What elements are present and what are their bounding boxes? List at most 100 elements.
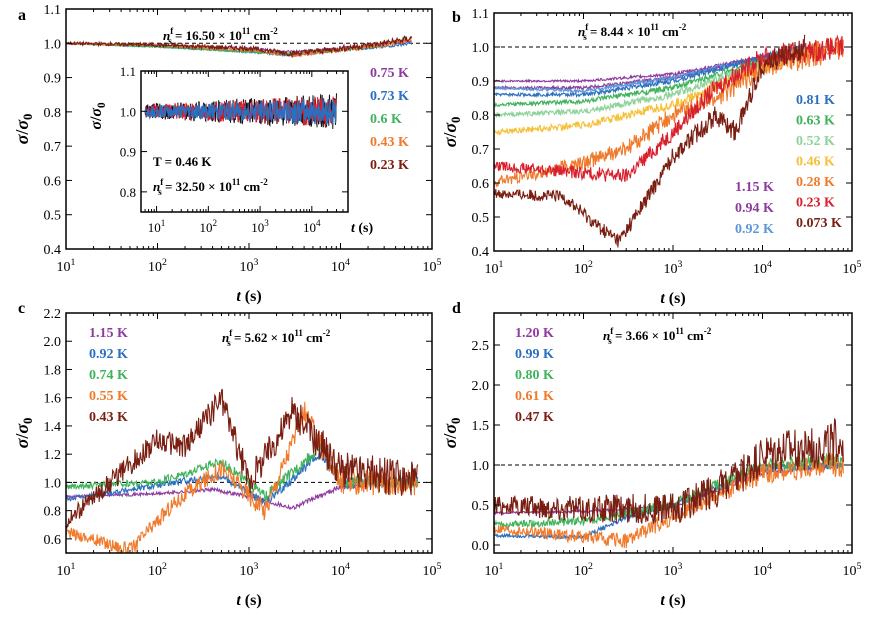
y-axis-label: σ/σ0 [440, 418, 463, 449]
y-tick-label: 1.0 [472, 459, 490, 474]
panel-label: a [18, 7, 26, 24]
legend-item: 0.46 K [796, 155, 835, 170]
x-tick-label: 101 [485, 259, 504, 277]
legend-item: 0.99 K [515, 347, 554, 362]
y-tick-label: 0.8 [472, 109, 490, 124]
y-tick-label: 0.8 [44, 505, 62, 520]
x-axis-label: t (s) [660, 592, 685, 609]
y-tick-label: 1.6 [44, 392, 62, 407]
legend-item: 1.20 K [515, 326, 554, 341]
legend-item: 0.43 K [370, 135, 409, 150]
series-line-0.23-K [66, 35, 413, 59]
y-tick-label: 2.5 [472, 339, 490, 354]
y-tick-label: 0.5 [472, 211, 490, 226]
x-tick-label: 103 [664, 561, 683, 579]
x-tick-label: 103 [240, 257, 259, 275]
legend-item: 0.23 K [370, 158, 409, 173]
y-tick-label: 0.7 [44, 140, 62, 155]
x-tick-label: 104 [753, 561, 772, 579]
legend-item: 0.94 K [735, 201, 774, 216]
y-axis-label: σ/σ0 [440, 117, 463, 148]
x-tick-label: 104 [753, 259, 772, 277]
y-tick-label: 0.5 [44, 209, 62, 224]
legend-item: 0.81 K [796, 93, 835, 108]
legend-item: 0.80 K [515, 368, 554, 383]
density-label: nf s = 8.44 × 1011 cm-2 [578, 22, 687, 42]
legend-item: 0.63 K [796, 114, 835, 129]
inset-density-label: nf s = 32.50 × 1011 cm-2 [153, 177, 268, 197]
x-tick-label: 104 [331, 257, 350, 275]
density-label: nf s = 5.62 × 1011 cm-2 [222, 328, 331, 348]
x-tick-label: 104 [303, 218, 321, 235]
density-label: nf s = 16.50 × 1011 cm-2 [163, 26, 278, 46]
x-tick-label: 101 [485, 561, 504, 579]
inset-background [141, 71, 348, 212]
y-tick-label: 0.9 [44, 72, 62, 87]
legend-item: 0.73 K [370, 89, 409, 104]
y-tick-label: 1.8 [44, 363, 62, 378]
y-tick-label: 1.2 [44, 448, 62, 463]
panel-d: d 101 102 103 104 105 0.0 0.5 1.0 1.5 2.0 2.5 σ/σ0 t … [440, 300, 862, 609]
inset-temperature: T = 0.46 K [153, 154, 212, 169]
x-axis-label: t (s) [236, 288, 261, 305]
x-tick-label: 105 [843, 259, 862, 277]
x-tick-label: 103 [240, 561, 259, 579]
y-tick-label: 2.0 [44, 335, 62, 350]
y-tick-label: 1.0 [44, 476, 62, 491]
y-tick-label: 0.4 [472, 245, 490, 260]
legend-item: 0.92 K [89, 347, 128, 362]
series-line-0.55-K [66, 401, 419, 553]
series-line-blue [144, 98, 337, 125]
legend-item: 0.61 K [515, 389, 554, 404]
panel-label: d [452, 300, 461, 317]
y-tick-label: 0.8 [120, 185, 136, 200]
y-tick-label: 1.0 [120, 104, 136, 119]
x-tick-label: 104 [331, 561, 350, 579]
x-tick-label: 102 [148, 257, 167, 275]
legend-item: 1.15 K [89, 326, 128, 341]
legend-item: 0.6 K [370, 112, 402, 127]
y-tick-label: 0.4 [44, 243, 62, 258]
y-tick-label: 0.6 [472, 177, 490, 192]
series-line-0.81-K [494, 42, 806, 99]
series-line-0.47-K [494, 417, 844, 525]
y-tick-label: 1.1 [472, 7, 490, 22]
x-tick-label: 102 [148, 561, 167, 579]
legend-item: 0.55 K [89, 389, 128, 404]
inset: 101 102 103 104 0.8 0.9 1.0 1.1 σ/σ0 t (s) T = 0.4… [88, 64, 374, 236]
legend-item: 0.52 K [796, 134, 835, 149]
y-tick-label: 0.9 [120, 145, 136, 160]
legend-item: 0.28 K [796, 175, 835, 190]
x-tick-label: 102 [200, 218, 218, 235]
legend-item: 0.23 K [796, 196, 835, 211]
panel-label: b [452, 9, 461, 26]
y-tick-label: 0.8 [44, 106, 62, 121]
density-label: nf s = 3.66 × 1011 cm-2 [603, 326, 712, 346]
y-tick-label: 1.1 [120, 64, 136, 79]
x-tick-label: 102 [574, 259, 593, 277]
y-axis-label: σ/σ0 [12, 114, 35, 145]
x-tick-label: 105 [423, 257, 442, 275]
y-tick-label: 0.6 [44, 533, 62, 548]
x-tick-label: 105 [423, 561, 442, 579]
legend-item: 0.43 K [89, 410, 128, 425]
series-line-0.073-K [494, 34, 806, 248]
y-tick-label: 0.0 [472, 539, 490, 554]
legend-item: 0.75 K [370, 66, 409, 81]
series-line-0.23-K [494, 34, 844, 183]
panel-label: c [18, 300, 25, 317]
x-tick-label: 101 [57, 257, 76, 275]
y-tick-label: 1.5 [472, 419, 490, 434]
y-tick-label: 1.4 [44, 420, 62, 435]
x-tick-label: 103 [664, 259, 683, 277]
y-axis-label: σ/σ0 [12, 418, 35, 449]
series-line-0.43-K [66, 388, 419, 529]
x-tick-label: 101 [148, 218, 166, 235]
series-line-0.61-K [494, 452, 844, 549]
panel-c: c 101 102 103 104 105 0.6 0.8 1.0 1.2 1.4 1.6 1.8 2.0… [12, 300, 442, 609]
legend-item: 0.073 K [796, 216, 842, 231]
legend-item: 0.47 K [515, 410, 554, 425]
legend-item: 1.15 K [735, 180, 774, 195]
y-tick-label: 0.6 [44, 174, 62, 189]
x-tick-label: 105 [843, 561, 862, 579]
